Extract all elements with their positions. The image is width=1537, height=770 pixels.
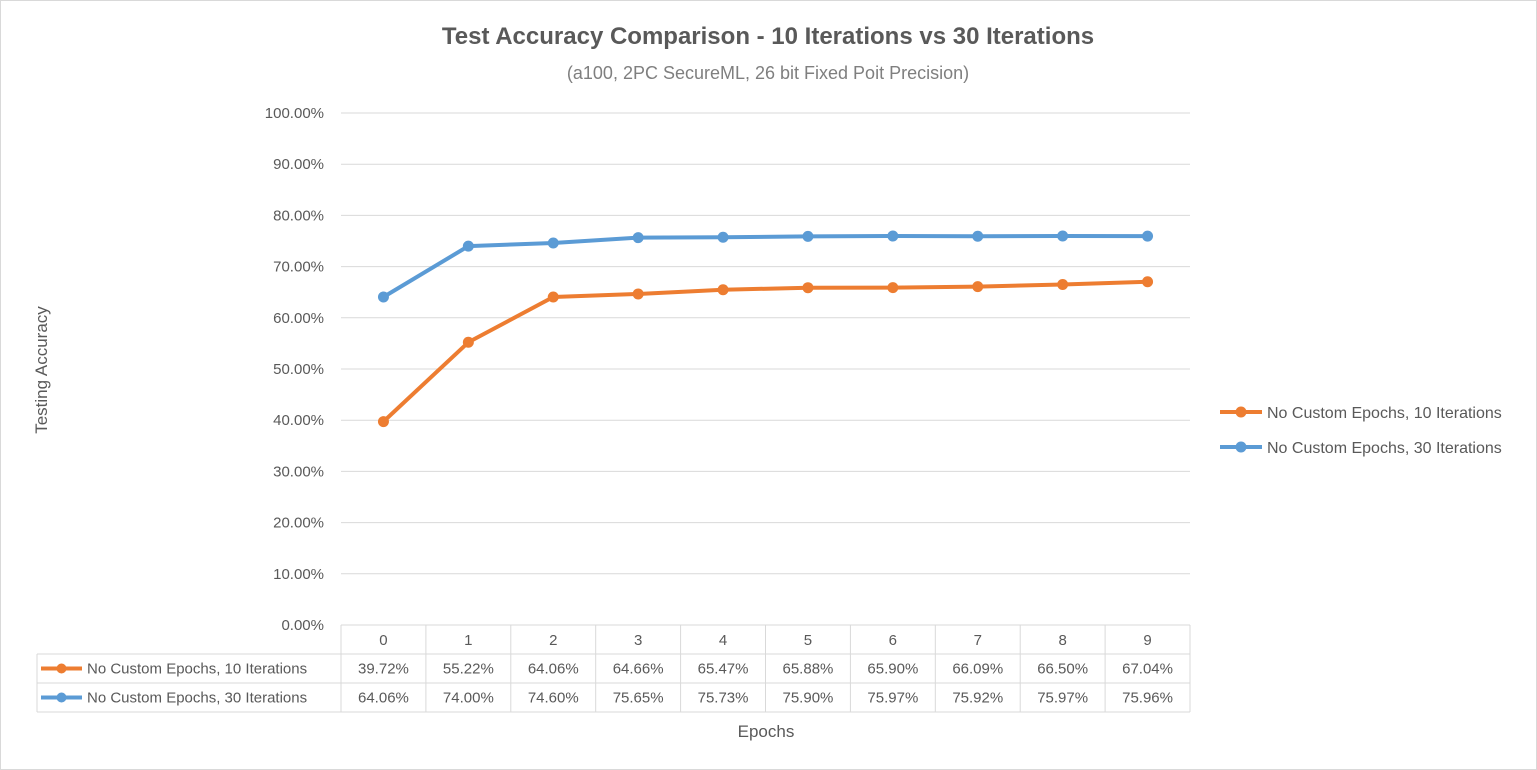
data-point — [972, 281, 984, 293]
table-cell-value: 75.65% — [613, 690, 664, 707]
x-tick-label: 6 — [889, 632, 897, 649]
data-point — [377, 416, 389, 428]
x-tick-label: 8 — [1058, 632, 1066, 649]
y-tick-label: 70.00% — [273, 259, 324, 276]
table-cell-value: 66.09% — [952, 661, 1003, 678]
y-tick-label: 30.00% — [273, 463, 324, 480]
table-series-name: No Custom Epochs, 10 Iterations — [87, 661, 307, 678]
y-tick-label: 90.00% — [273, 156, 324, 173]
data-point — [1057, 230, 1069, 242]
table-cell-value: 65.47% — [698, 661, 749, 678]
data-point — [632, 288, 644, 300]
table-cell-value: 65.88% — [783, 661, 834, 678]
data-point — [802, 230, 814, 242]
y-axis-title: Testing Accuracy — [32, 306, 51, 434]
data-point — [462, 336, 474, 348]
table-cell-value: 64.06% — [528, 661, 579, 678]
x-tick-label: 0 — [379, 632, 387, 649]
table-cell-value: 64.66% — [613, 661, 664, 678]
y-tick-label: 40.00% — [273, 412, 324, 429]
table-cell-value: 64.06% — [358, 690, 409, 707]
table-cell-value: 75.73% — [698, 690, 749, 707]
y-tick-label: 20.00% — [273, 515, 324, 532]
data-table: 0 1 2 3 4 5 6 7 8 9 No Custom Epochs, 10 Iteration… — [36, 624, 1191, 713]
y-tick-label: 0.00% — [281, 617, 324, 634]
table-cell-value: 55.22% — [443, 661, 494, 678]
x-tick-label: 3 — [634, 632, 642, 649]
x-tick-label: 2 — [549, 632, 557, 649]
data-point — [1142, 276, 1154, 288]
table-cell-value: 75.97% — [867, 690, 918, 707]
series-line — [382, 234, 1148, 299]
table-cell-value: 75.97% — [1037, 690, 1088, 707]
data-point — [547, 237, 559, 249]
y-tick-label: 60.00% — [273, 310, 324, 327]
y-tick-label: 100.00% — [265, 105, 324, 122]
x-axis-title: Epochs — [738, 722, 795, 741]
y-tick-label: 10.00% — [273, 566, 324, 583]
x-tick-label: 7 — [974, 632, 982, 649]
table-cell-value: 75.92% — [952, 690, 1003, 707]
legend-marker — [1235, 441, 1247, 453]
data-point — [717, 284, 729, 296]
data-point — [717, 231, 729, 243]
x-tick-label: 9 — [1143, 632, 1151, 649]
x-tick-label: 1 — [464, 632, 472, 649]
chart-subtitle: (a100, 2PC SecureML, 26 bit Fixed Poit P… — [567, 63, 969, 83]
table-cell-value: 75.90% — [783, 690, 834, 707]
y-axis-ticks: 0.00% 10.00% 20.00% 30.00% 40.00% 50.00% 60.00… — [265, 105, 324, 634]
data-point — [632, 232, 644, 244]
y-tick-label: 80.00% — [273, 207, 324, 224]
legend: No Custom Epochs, 10 Iterations No Custom… — [1220, 405, 1502, 457]
data-point — [887, 230, 899, 242]
series-lines — [377, 230, 1154, 428]
chart-title: Test Accuracy Comparison - 10 Iterations… — [442, 23, 1094, 50]
table-cell-value: 39.72% — [358, 661, 409, 678]
series-line — [382, 279, 1148, 424]
table-legend-marker — [56, 663, 67, 674]
table-cell-value: 66.50% — [1037, 661, 1088, 678]
table-cell-value: 67.04% — [1122, 661, 1173, 678]
x-tick-label: 4 — [719, 632, 727, 649]
table-cell-value: 75.96% — [1122, 690, 1173, 707]
legend-marker — [1235, 406, 1247, 418]
data-point — [377, 291, 389, 303]
x-tick-label: 5 — [804, 632, 812, 649]
table-cell-value: 74.60% — [528, 690, 579, 707]
data-point — [547, 291, 559, 303]
gridlines — [341, 112, 1190, 575]
data-point — [1057, 279, 1069, 291]
table-series-name: No Custom Epochs, 30 Iterations — [87, 690, 307, 707]
table-cell-value: 74.00% — [443, 690, 494, 707]
data-point — [462, 240, 474, 252]
legend-label: No Custom Epochs, 30 Iterations — [1267, 440, 1502, 457]
data-point — [802, 282, 814, 294]
table-legend-marker — [56, 692, 67, 703]
legend-label: No Custom Epochs, 10 Iterations — [1267, 405, 1502, 422]
y-tick-label: 50.00% — [273, 361, 324, 378]
data-point — [1142, 230, 1154, 242]
data-point — [887, 282, 899, 294]
data-point — [972, 230, 984, 242]
table-cell-value: 65.90% — [867, 661, 918, 678]
